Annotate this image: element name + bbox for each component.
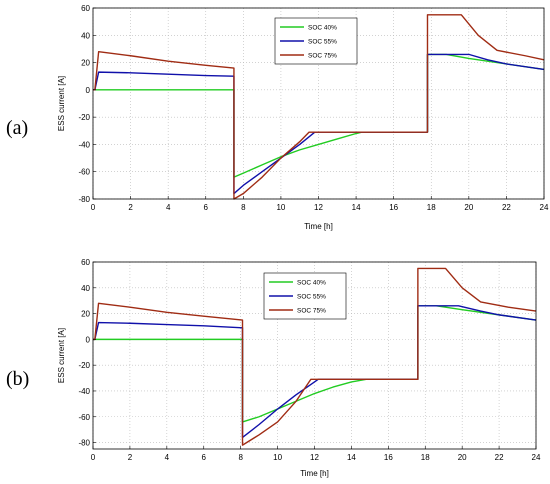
y-tick-label: 60 [81,4,90,13]
x-tick-label: 8 [241,203,246,212]
series-line-3 [93,267,537,446]
x-tick-label: 0 [91,453,96,462]
x-tick-label: 16 [389,203,398,212]
legend-entry-2: SOC 55% [308,39,337,46]
x-tick-label: 10 [276,203,285,212]
x-tick-label: 0 [91,203,96,212]
chart-panel-2: 0 2 4 6 8 10 12 14 16 18 20 22 24-80-60-40-200204060… [6,258,541,478]
y-tick-label: -60 [78,413,90,422]
x-tick-label: 12 [310,453,319,462]
x-tick-label: 22 [495,453,504,462]
x-tick-label: 24 [540,203,549,212]
x-tick-label: 20 [464,203,473,212]
series-line-2 [93,305,537,439]
y-tick-label: -40 [78,140,90,149]
x-tick-label: 20 [458,453,467,462]
x-tick-label: 24 [532,453,541,462]
y-tick-label: 20 [81,59,90,68]
legend-entry-1: SOC 40% [297,280,326,287]
y-tick-label: 40 [81,31,90,40]
x-tick-label: 6 [204,203,209,212]
series-line-3 [93,14,545,200]
x-tick-label: 2 [128,453,133,462]
x-tick-label: 12 [314,203,323,212]
legend-entry-3: SOC 75% [308,53,337,60]
legend-entry-3: SOC 75% [297,308,326,315]
x-tick-label: 8 [238,453,243,462]
x-tick-label: 16 [384,453,393,462]
legend: SOC 40% SOC 55% SOC 75% [263,272,347,320]
y-tick-label: -40 [78,387,90,396]
panel-label: (b) [6,368,29,390]
y-tick-label: 0 [86,86,91,95]
y-tick-label: -80 [78,439,90,448]
legend-entry-2: SOC 55% [297,294,326,301]
y-tick-label: -20 [78,113,90,122]
y-tick-label: -60 [78,168,90,177]
y-tick-label: -80 [78,195,90,204]
y-tick-label: 60 [81,258,90,267]
legend-entry-1: SOC 40% [308,25,337,32]
series-line-2 [93,53,545,195]
panel-label: (a) [6,117,28,139]
chart-panel-1: 0 2 4 6 8 10 12 14 16 18 20 22 24-80-60-40-200204060… [6,4,549,231]
x-axis-label: Time [h] [304,222,333,231]
y-tick-label: -20 [78,361,90,370]
x-tick-label: 10 [273,453,282,462]
x-axis-label: Time [h] [300,469,329,478]
y-axis-label: ESS current [A] [57,76,66,131]
x-tick-label: 4 [165,453,170,462]
x-tick-label: 18 [427,203,436,212]
x-tick-label: 14 [352,203,361,212]
y-tick-label: 40 [81,284,90,293]
x-tick-label: 6 [202,453,207,462]
x-tick-label: 18 [421,453,430,462]
y-axis-label: ESS current [A] [57,328,66,383]
x-tick-label: 2 [128,203,133,212]
x-tick-label: 4 [166,203,171,212]
legend: SOC 40% SOC 55% SOC 75% [274,17,358,65]
x-tick-label: 22 [502,203,511,212]
y-tick-label: 0 [86,335,91,344]
x-tick-label: 14 [347,453,356,462]
y-tick-label: 20 [81,310,90,319]
